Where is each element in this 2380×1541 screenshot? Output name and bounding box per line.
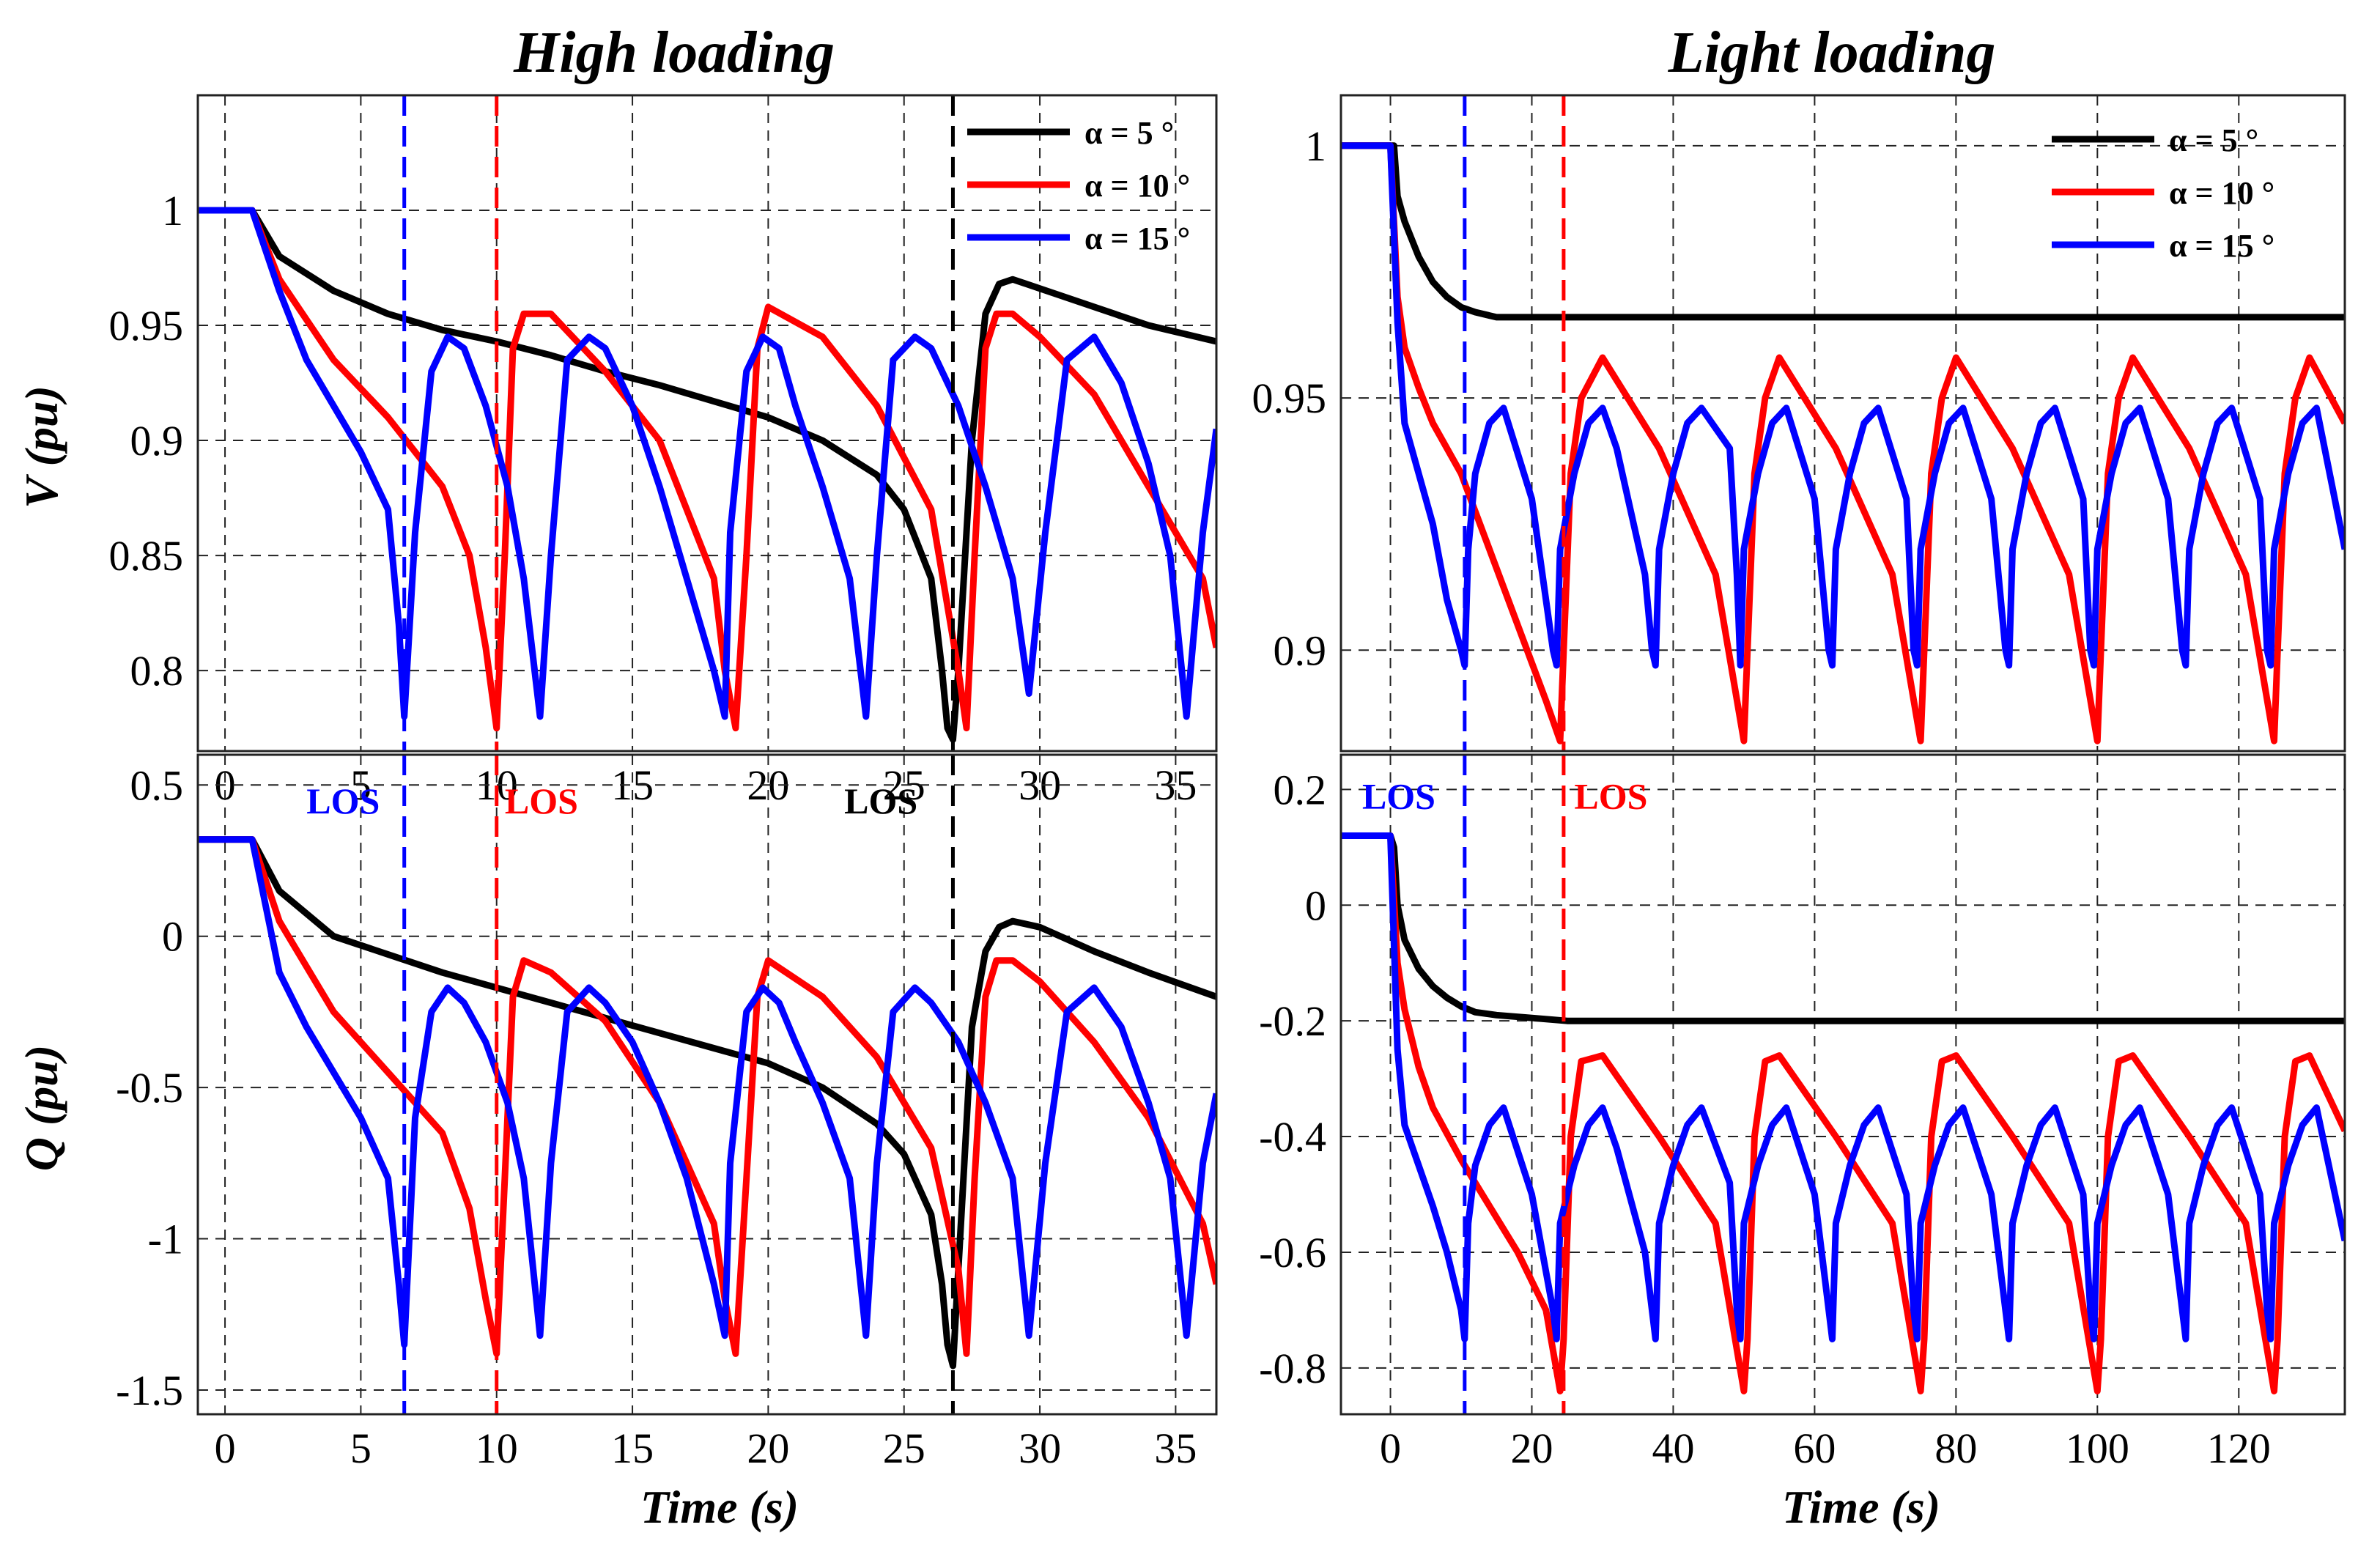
- ytick-label: 0.9: [130, 417, 184, 465]
- series-group: [198, 207, 1216, 743]
- ylabel-q: Q (pu): [15, 1045, 67, 1171]
- series-line: [198, 207, 1216, 720]
- series-line: [198, 836, 1216, 1357]
- ytick-label: 0: [162, 913, 183, 961]
- xtick-label: 120: [2207, 1424, 2271, 1472]
- xlabel-right: Time (s): [1782, 1481, 1940, 1533]
- panel-ll_v: 1 0.95 0.9: [1252, 94, 2346, 753]
- xtick-label: 60: [1793, 1424, 1836, 1472]
- ytick-label: -1.5: [116, 1367, 183, 1414]
- legend: α = 5 ° α = 10 ° α = 15 °: [2052, 122, 2274, 264]
- xtick-label: 25: [883, 1424, 925, 1472]
- ytick-label: 0.85: [109, 532, 184, 580]
- xtick-label: 30: [1019, 1424, 1061, 1472]
- series-line: [198, 207, 1216, 743]
- title-light-loading: Light loading: [1668, 21, 1996, 85]
- ytick-label: 0.9: [1274, 627, 1327, 674]
- ytick-label: 1: [162, 187, 183, 234]
- los-label: LOS: [1362, 775, 1435, 816]
- series-line: [198, 836, 1216, 1370]
- panels: 10.950.90.850.80 5 10 15 20 25 30 350.50-0.5-1-…: [109, 94, 2346, 1472]
- plot-frame: [1339, 94, 2346, 753]
- los-label: LOS: [1574, 775, 1647, 816]
- xlabel-left: Time (s): [640, 1481, 799, 1533]
- ytick-label: -0.8: [1259, 1345, 1326, 1392]
- series-group: [1341, 142, 2345, 744]
- ytick-label: 0.8: [130, 647, 184, 695]
- series-group: [1341, 832, 2345, 1394]
- legends: α = 5 °α = 10 °α = 15 °α = 5 °α = 10 °α …: [967, 115, 2274, 264]
- legend-label: α = 10 °: [1084, 168, 1190, 204]
- xtick-label: 40: [1652, 1424, 1694, 1472]
- legend-label: α = 5 °: [2169, 122, 2258, 158]
- legend-label: α = 15 °: [2169, 228, 2274, 264]
- ylabel-v: V (pu): [15, 385, 67, 509]
- ytick-label: -0.6: [1259, 1229, 1326, 1276]
- legend: α = 5 ° α = 10 ° α = 15 °: [967, 115, 1190, 256]
- series-line: [1341, 832, 2345, 1394]
- series-line: [1341, 142, 2345, 321]
- legend-label: α = 5 °: [1084, 115, 1174, 151]
- xtick-label: 10: [476, 1424, 518, 1472]
- los-label: LOS: [844, 780, 917, 821]
- panel-hl_q: 0.5 0 -0.5 -1 -1.5 0 5 10 15 20 25 30 35 LOS LOS LOS: [116, 753, 1218, 1472]
- ytick-label: -1: [148, 1216, 183, 1263]
- series-group: [198, 836, 1216, 1370]
- ytick-label: 0.2: [1274, 766, 1327, 813]
- xtick-label: 100: [2066, 1424, 2129, 1472]
- ytick-label: 0.95: [109, 302, 184, 350]
- xtick-label: 80: [1934, 1424, 1977, 1472]
- xtick-label: 5: [350, 1424, 372, 1472]
- xtick-label: 20: [747, 1424, 789, 1472]
- panel-ll_q: 0.2 0 -0.2 -0.4 -0.6 -0.8 0 20 40 60 80 100 120 LOS LO…: [1259, 753, 2346, 1472]
- ytick-label: -0.4: [1259, 1113, 1326, 1161]
- series-line: [1341, 832, 2345, 1024]
- xtick-label: 20: [1510, 1424, 1553, 1472]
- xtick-label: 15: [611, 1424, 654, 1472]
- los-label: LOS: [505, 780, 578, 821]
- series-line: [1341, 142, 2345, 669]
- series-line: [1341, 142, 2345, 744]
- panel-hl_v: 10.950.90.850.80 5 10 15 20 25 30 35: [109, 94, 1218, 809]
- plot-frame: [196, 94, 1218, 753]
- xtick-label: 0: [215, 1424, 236, 1472]
- plot-frame: [1339, 753, 2346, 1416]
- ytick-label: -0.5: [116, 1064, 183, 1112]
- los-label: LOS: [306, 780, 380, 821]
- xtick-label: 35: [1154, 1424, 1197, 1472]
- series-line: [198, 207, 1216, 732]
- ytick-label: 0.5: [130, 761, 184, 809]
- xtick-label: 0: [1380, 1424, 1401, 1472]
- ytick-label: 0: [1305, 882, 1326, 929]
- ytick-label: -0.2: [1259, 997, 1326, 1045]
- legend-label: α = 10 °: [2169, 175, 2274, 211]
- series-line: [198, 836, 1216, 1348]
- series-line: [1341, 832, 2345, 1342]
- legend-label: α = 15 °: [1084, 221, 1190, 256]
- plot-frame: [196, 753, 1218, 1416]
- ytick-label: 1: [1305, 122, 1326, 170]
- title-high-loading: High loading: [513, 21, 835, 85]
- ytick-label: 0.95: [1252, 374, 1327, 422]
